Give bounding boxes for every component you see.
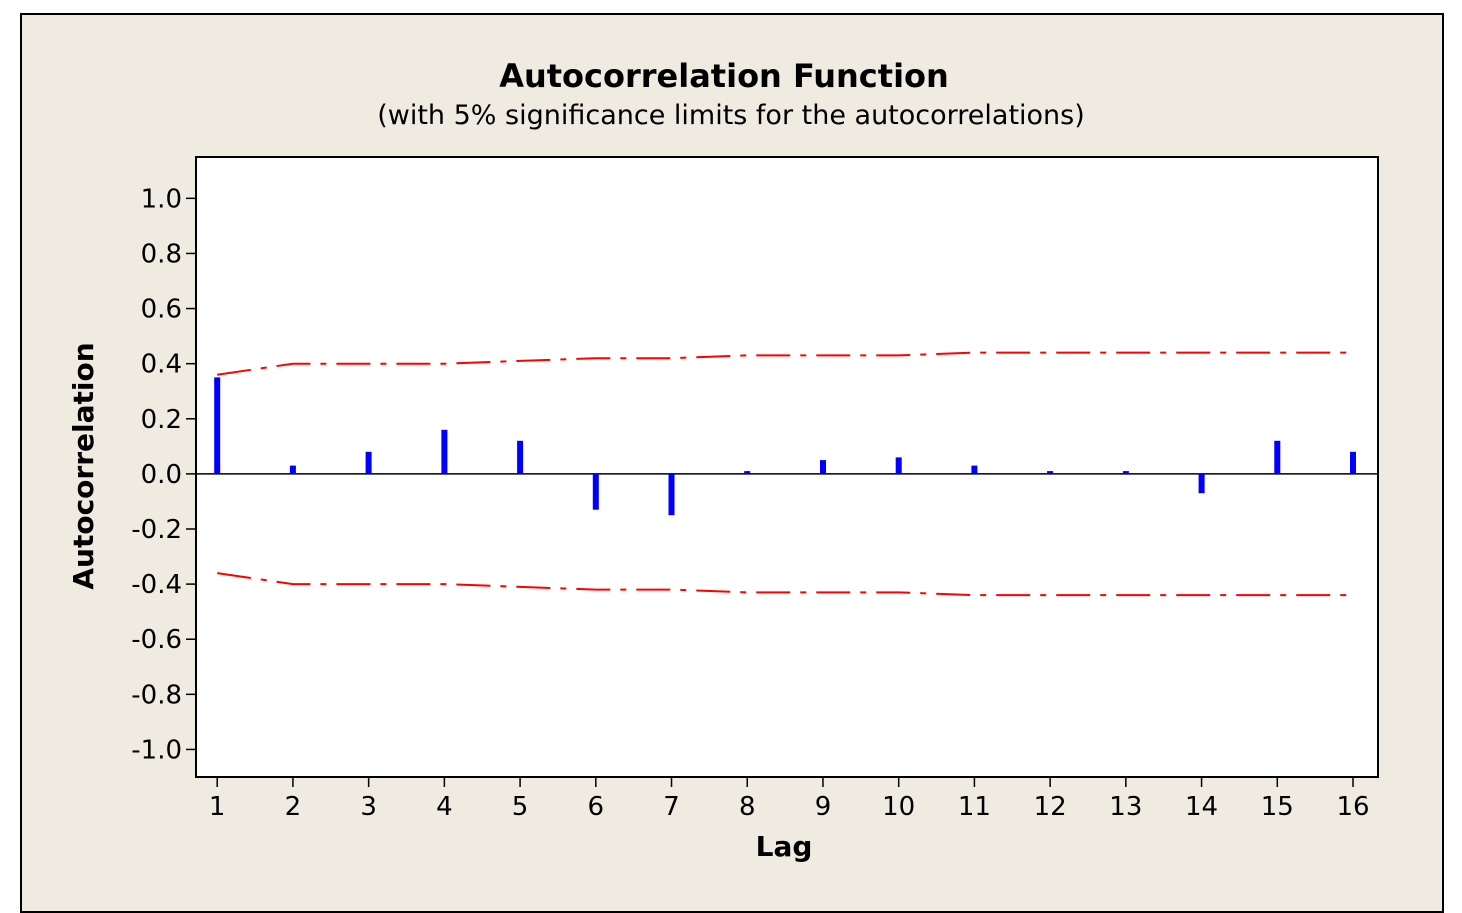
y-tick-label: 0.0 (141, 460, 182, 490)
y-axis-title: Autocorrelation (67, 342, 100, 589)
x-tick-label: 5 (512, 792, 529, 822)
chart-title: Autocorrelation Function (499, 57, 949, 95)
upper-significance-limit (217, 351, 1353, 376)
x-tick-label: 15 (1261, 792, 1294, 822)
x-axis: 1 2 3 4 5 6 7 8 9 10 11 12 13 14 15 16 (209, 777, 1370, 822)
acf-bar-lag-9 (820, 460, 826, 474)
acf-bar-lag-7 (668, 473, 675, 516)
plot-area (195, 156, 1379, 778)
x-tick-label: 10 (882, 792, 915, 822)
chart-subtitle: (with 5% significance limits for the aut… (377, 100, 1085, 131)
acf-bar-lag-4 (441, 429, 448, 474)
x-tick-label: 8 (739, 792, 756, 822)
significance-limits (217, 351, 1353, 597)
lower-significance-limit (217, 572, 1353, 597)
y-tick-label: 0.8 (141, 239, 182, 269)
acf-bar-lag-2 (289, 465, 296, 474)
acf-bar-lag-3 (365, 451, 372, 474)
acf-bar-lag-14 (1198, 473, 1205, 494)
acf-bar-lag-11 (971, 465, 978, 474)
x-tick-label: 6 (588, 792, 605, 822)
x-tick-label: 11 (958, 792, 991, 822)
acf-bar-lag-1 (214, 377, 221, 474)
x-tick-label: 7 (663, 792, 680, 822)
y-tick-label: 0.6 (141, 295, 182, 325)
acf-bar-lag-16 (1350, 451, 1356, 474)
x-tick-label: 14 (1185, 792, 1218, 822)
acf-bar-lag-12 (1047, 471, 1054, 474)
x-axis-title: Lag (756, 830, 813, 863)
x-tick-label: 9 (815, 792, 832, 822)
y-tick-label: 0.2 (141, 405, 182, 435)
acf-bar-lag-10 (895, 457, 902, 474)
x-tick-label: 4 (436, 792, 453, 822)
acf-bar-lag-8 (744, 471, 751, 474)
x-tick-label: 12 (1034, 792, 1067, 822)
y-tick-label: -1.0 (131, 735, 182, 765)
acf-bar-lag-13 (1122, 471, 1129, 474)
y-tick-label: -0.6 (131, 625, 182, 655)
x-tick-label: 2 (285, 792, 302, 822)
acf-bar-lag-6 (592, 473, 599, 510)
y-tick-label: 0.4 (141, 350, 182, 380)
y-tick-label: -0.2 (131, 515, 182, 545)
x-tick-label: 1 (209, 792, 226, 822)
acf-bar-lag-5 (517, 440, 524, 474)
x-tick-label: 16 (1336, 792, 1369, 822)
acf-bar-lag-15 (1274, 440, 1281, 474)
x-tick-label: 13 (1109, 792, 1142, 822)
y-tick-label: -0.4 (131, 570, 182, 600)
y-tick-label: -0.8 (131, 680, 182, 710)
acf-bars (214, 377, 1356, 516)
x-tick-label: 3 (360, 792, 377, 822)
y-axis: 1.0 0.8 0.6 0.4 0.2 0.0 -0.2 -0.4 -0.6 -0.8 -1.0 (131, 184, 196, 765)
y-tick-label: 1.0 (141, 184, 182, 214)
